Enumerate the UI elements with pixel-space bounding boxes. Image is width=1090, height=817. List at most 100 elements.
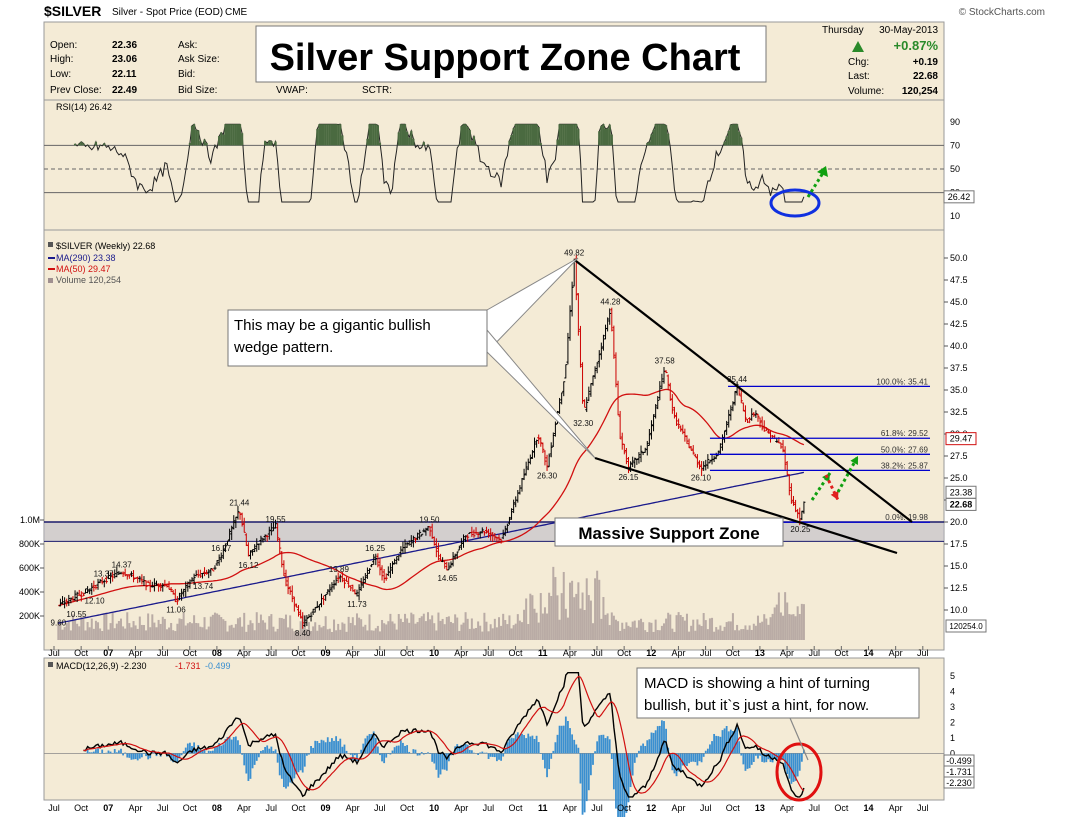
volume-bar [738,630,741,640]
volume-bar [343,623,346,640]
volume-bar [337,623,340,640]
volume-bar [727,621,730,640]
volume-bar [775,604,778,640]
volume-bar [443,624,446,640]
macd-histogram-bar [748,753,751,769]
volume-bar [76,623,79,640]
x-tick-label: Oct [726,648,741,658]
macd-histogram-bar [339,738,342,754]
volume-bar [117,620,120,640]
volume-bar [241,626,244,640]
volume-bar [784,592,787,640]
volume-bar [608,625,611,640]
macd-histogram-bar [379,753,381,756]
macd-histogram-bar [612,753,615,790]
macd-histogram-bar [172,753,175,763]
macd-histogram-bar [627,753,630,803]
macd-histogram-bar [608,739,611,754]
macd-histogram-bar [713,733,716,754]
x-tick-label: Apr [237,648,251,658]
ma50-line [58,388,805,607]
price-tick-label: 20.0 [950,517,968,527]
symbol: $SILVER [44,3,101,19]
x-tick-label-bottom: 07 [103,803,113,813]
macd-histogram-bar [468,749,471,754]
peak-label: 26.10 [691,473,712,482]
volume-bar [798,614,801,640]
macd-histogram-bar [523,735,525,754]
volume-bar [211,614,214,640]
macd-histogram-bar [320,739,323,754]
macd-histogram-bar [153,752,156,754]
volume-bar [625,622,628,640]
macd-line [83,672,805,798]
volume-bar [711,617,714,640]
volume-bar [226,631,229,640]
volume-bar [543,607,546,640]
macd-histogram-bar [571,734,574,754]
volume-bar [550,596,553,640]
volume-bar [333,619,336,640]
macd-histogram-bar [798,753,801,771]
volume-bar [264,622,267,640]
volume-bar [330,631,333,640]
volume-bar [642,622,645,640]
price-tick-label: 12.5 [950,583,968,593]
volume-bar [769,617,772,640]
volume-bar [744,625,747,640]
macd-histogram-bar [564,716,567,754]
macd-histogram-bar [487,753,490,759]
macd-histogram-bar [640,745,642,754]
volume-bar [654,619,657,640]
volume-bar [731,613,734,640]
price-right-tag: 22.68 [950,499,973,509]
prev-close-label: Prev Close: [50,85,102,96]
volume-bar [234,624,237,640]
volume-bar [489,624,492,640]
volume-bar [612,615,615,640]
volume-bar [700,626,703,640]
macd-histogram-bar [86,749,89,754]
macd-histogram-bar [220,745,223,754]
macd-histogram-bar [761,753,764,762]
volume-bar [688,631,691,640]
volume-bar [366,630,369,640]
macd-legend-main: MACD(12,26,9) -2.230 [56,661,147,671]
macd-histogram-bar [145,753,147,757]
macd-histogram-bar [598,735,601,754]
ma290-legend-label: MA(290) 23.38 [56,253,116,263]
macd-histogram-bar [592,753,594,765]
volume-bar [498,617,501,640]
volume-bar [761,621,764,640]
wedge-callout-line1: This may be a gigantic bullish [234,317,431,334]
macd-histogram-bar [326,737,329,754]
volume-bar [610,612,613,640]
x-tick-label: 14 [863,648,873,658]
fib-label: 100.0%: 35.41 [876,377,928,386]
volume-bar [224,620,227,640]
macd-histogram-bar [134,753,137,760]
volume-bar [360,619,363,640]
credit: © StockCharts.com [959,7,1045,18]
volume-bar [621,622,624,640]
peak-label: 13.74 [193,582,214,591]
quote-day: Thursday [822,25,864,36]
macd-histogram-bar [130,753,133,760]
macd-histogram-bar [343,744,346,754]
peak-label: 16.27 [211,544,232,553]
volume-bar [176,623,179,640]
macd-histogram-bar [101,749,104,754]
macd-histogram-bar [621,753,624,817]
macd-histogram-bar [535,735,538,754]
volume-bar [193,615,196,640]
volume-bar [623,628,626,640]
macd-histogram-bar [176,753,179,763]
volume-bar [383,623,386,640]
macd-histogram-bar [790,753,793,784]
macd-histogram-bar [228,737,231,754]
macd-histogram-bar [393,747,396,754]
volume-bar [750,629,753,640]
volume-bar [445,616,448,640]
rsi-green-arrow-head [817,166,828,177]
volume-tick-label: 1.0M [20,515,40,525]
